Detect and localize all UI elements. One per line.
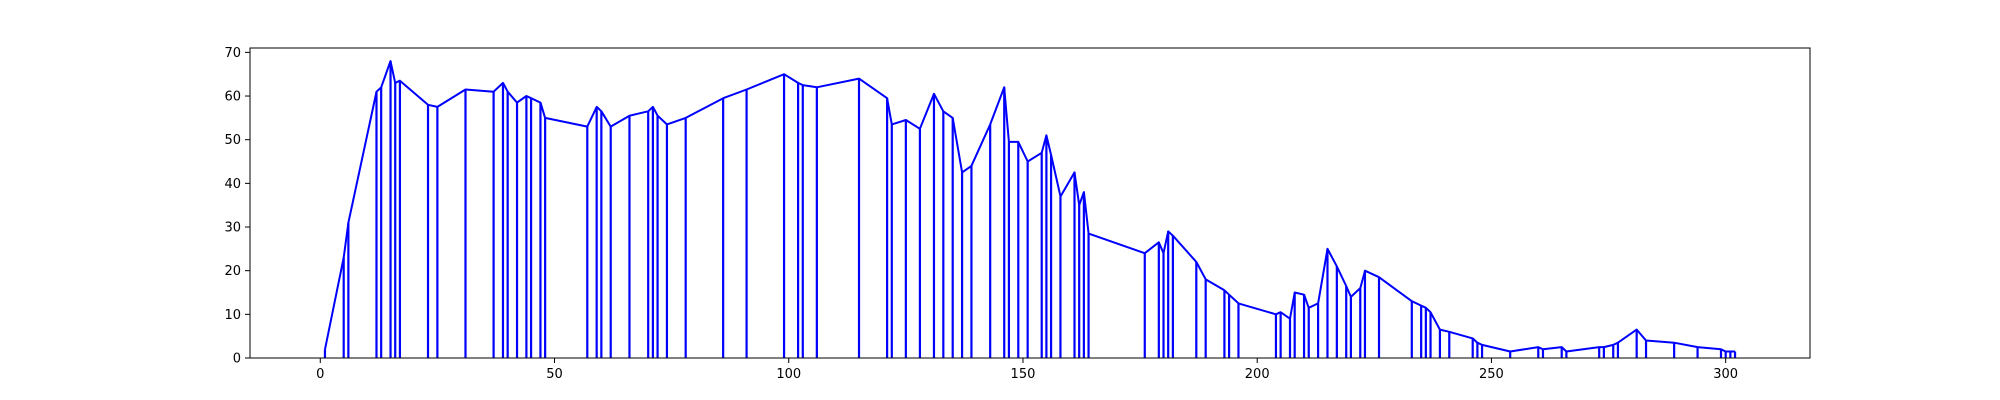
y-tick-label: 10: [224, 308, 241, 323]
x-tick-label: 200: [1245, 367, 1270, 382]
y-tick-label: 50: [224, 133, 241, 148]
axes-frame: [249, 47, 1811, 359]
y-tick-label: 40: [224, 177, 241, 192]
x-tick-label: 150: [1011, 367, 1036, 382]
x-tick-label: 250: [1479, 367, 1504, 382]
y-tick-label: 30: [224, 221, 241, 236]
x-tick-label: 300: [1713, 367, 1738, 382]
y-tick-label: 60: [224, 90, 241, 105]
x-tick-label: 50: [546, 367, 563, 382]
y-tick-label: 70: [224, 46, 241, 61]
y-tick-label: 20: [224, 264, 241, 279]
y-tick-label: 0: [233, 352, 241, 367]
series-line: [324, 60, 1735, 353]
x-tick-label: 0: [316, 367, 324, 382]
x-tick-label: 100: [776, 367, 801, 382]
